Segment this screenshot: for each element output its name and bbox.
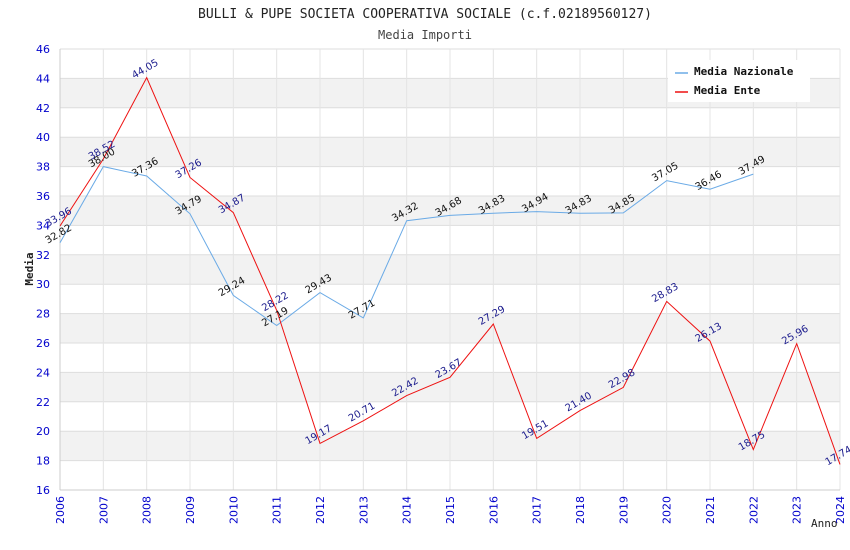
- x-tick-label: 2013: [357, 496, 370, 524]
- x-tick-label: 2008: [141, 496, 154, 524]
- chart-subtitle: Media Importi: [378, 28, 472, 42]
- y-tick-label: 20: [36, 425, 50, 438]
- y-tick-label: 34: [36, 219, 50, 232]
- legend-label-ente: Media Ente: [694, 84, 761, 97]
- series-line-ente: [59, 76, 841, 465]
- x-tick-label: 2016: [487, 496, 500, 524]
- x-tick-label: 2017: [531, 496, 544, 524]
- x-tick-label: 2021: [704, 496, 717, 524]
- y-tick-label: 26: [36, 337, 50, 350]
- x-tick-label: 2020: [661, 496, 674, 524]
- data-label-ente: 44.05: [130, 58, 160, 82]
- x-axis-title: Anno: [811, 517, 838, 530]
- y-tick-label: 18: [36, 455, 50, 468]
- legend: Media Nazionale Media Ente: [668, 60, 810, 102]
- y-tick-label: 30: [36, 278, 50, 291]
- x-tick-label: 2007: [97, 496, 110, 524]
- y-tick-label: 40: [36, 131, 50, 144]
- y-tick-label: 16: [36, 484, 50, 497]
- y-tick-label: 32: [36, 249, 50, 262]
- y-tick-label: 46: [36, 43, 50, 56]
- x-tick-label: 2015: [444, 496, 457, 524]
- x-tick-label: 2009: [184, 496, 197, 524]
- y-tick-label: 36: [36, 190, 50, 203]
- x-tick-label: 2023: [791, 496, 804, 524]
- data-label-ente: 28.83: [650, 281, 680, 305]
- y-tick-label: 42: [36, 102, 50, 115]
- x-tick-label: 2012: [314, 496, 327, 524]
- y-tick-labels: 16 18 20 22 24 26 28 30 32 34 36 38 40 42 44 46: [36, 43, 50, 497]
- y-tick-label: 28: [36, 308, 50, 321]
- x-tick-label: 2014: [401, 496, 414, 524]
- x-tick-label: 2018: [574, 496, 587, 524]
- chart-title: BULLI & PUPE SOCIETA COOPERATIVA SOCIALE…: [198, 7, 652, 22]
- y-axis-title: Media: [23, 252, 36, 285]
- y-tick-label: 38: [36, 161, 50, 174]
- x-tick-label: 2024: [834, 496, 847, 524]
- y-tick-label: 24: [36, 366, 50, 379]
- x-tick-label: 2022: [747, 496, 760, 524]
- series-lines: [59, 76, 841, 465]
- legend-box: [668, 60, 810, 102]
- y-tick-label: 22: [36, 396, 50, 409]
- x-tick-label: 2019: [617, 496, 630, 524]
- x-tick-label: 2006: [54, 496, 67, 524]
- x-tick-labels: 2006 2007 2008 2009 2010 2011 2012 2013 2014 2015…: [54, 496, 847, 524]
- x-tick-label: 2011: [271, 496, 284, 524]
- x-tick-label: 2010: [227, 496, 240, 524]
- legend-label-nazionale: Media Nazionale: [694, 65, 794, 78]
- series-line-nazionale: [59, 166, 754, 327]
- y-tick-label: 44: [36, 72, 50, 85]
